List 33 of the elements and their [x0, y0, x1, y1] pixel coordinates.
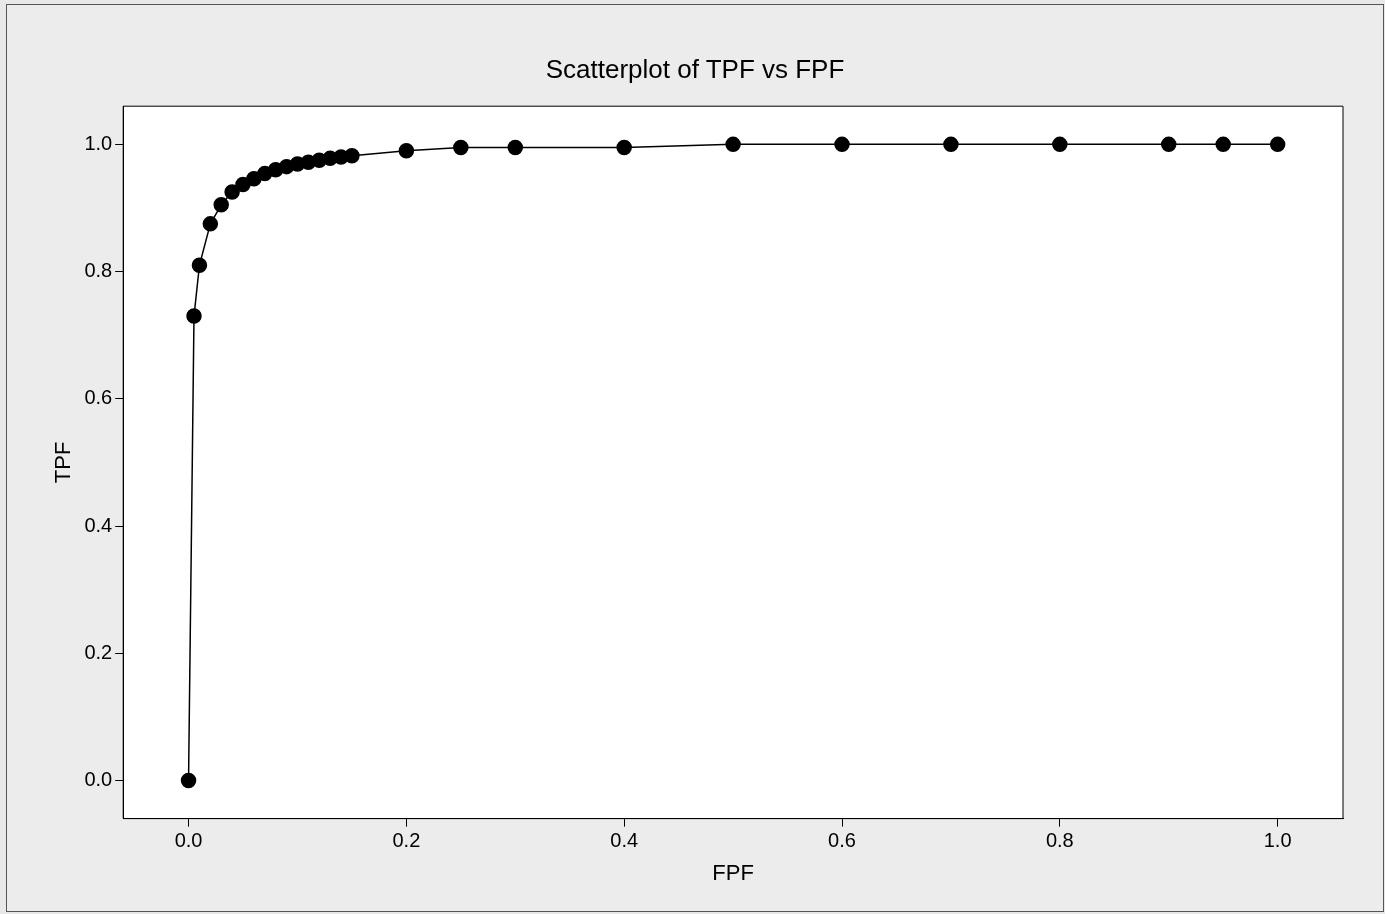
- point: [191, 257, 208, 273]
- x-tick-label: 0.6: [828, 829, 856, 852]
- x-tick-label: 0.0: [174, 829, 203, 852]
- point: [943, 136, 959, 153]
- point: [202, 216, 219, 232]
- y-tick-label: 1.0: [84, 131, 113, 154]
- point: [224, 184, 240, 200]
- x-tick-label: 0.2: [392, 829, 421, 852]
- y-tick-label: 0.8: [84, 259, 113, 282]
- x-tick-label: 1.0: [1263, 829, 1292, 852]
- x-tick-label: 0.4: [610, 829, 639, 852]
- point: [616, 139, 632, 156]
- point: [834, 136, 850, 153]
- point: [725, 136, 741, 153]
- chart-title: Scatterplot of TPF vs FPF: [545, 53, 845, 84]
- y-tick-label: 0.6: [84, 386, 113, 409]
- point: [507, 139, 524, 156]
- point: [180, 772, 197, 789]
- x-tick-label: 0.8: [1045, 829, 1074, 852]
- point: [1215, 136, 1231, 153]
- point: [398, 142, 415, 159]
- point: [453, 139, 469, 156]
- y-tick-label: 0.4: [84, 513, 113, 536]
- point: [1052, 136, 1068, 153]
- point: [1269, 136, 1286, 153]
- point: [1160, 136, 1177, 153]
- y-tick-label: 0.0: [84, 767, 113, 790]
- y-axis-title: TPF: [50, 441, 76, 484]
- point: [344, 148, 360, 164]
- point: [186, 308, 202, 324]
- y-tick-label: 0.2: [84, 640, 113, 663]
- x-axis-title: FPF: [712, 859, 754, 885]
- point: [213, 197, 229, 213]
